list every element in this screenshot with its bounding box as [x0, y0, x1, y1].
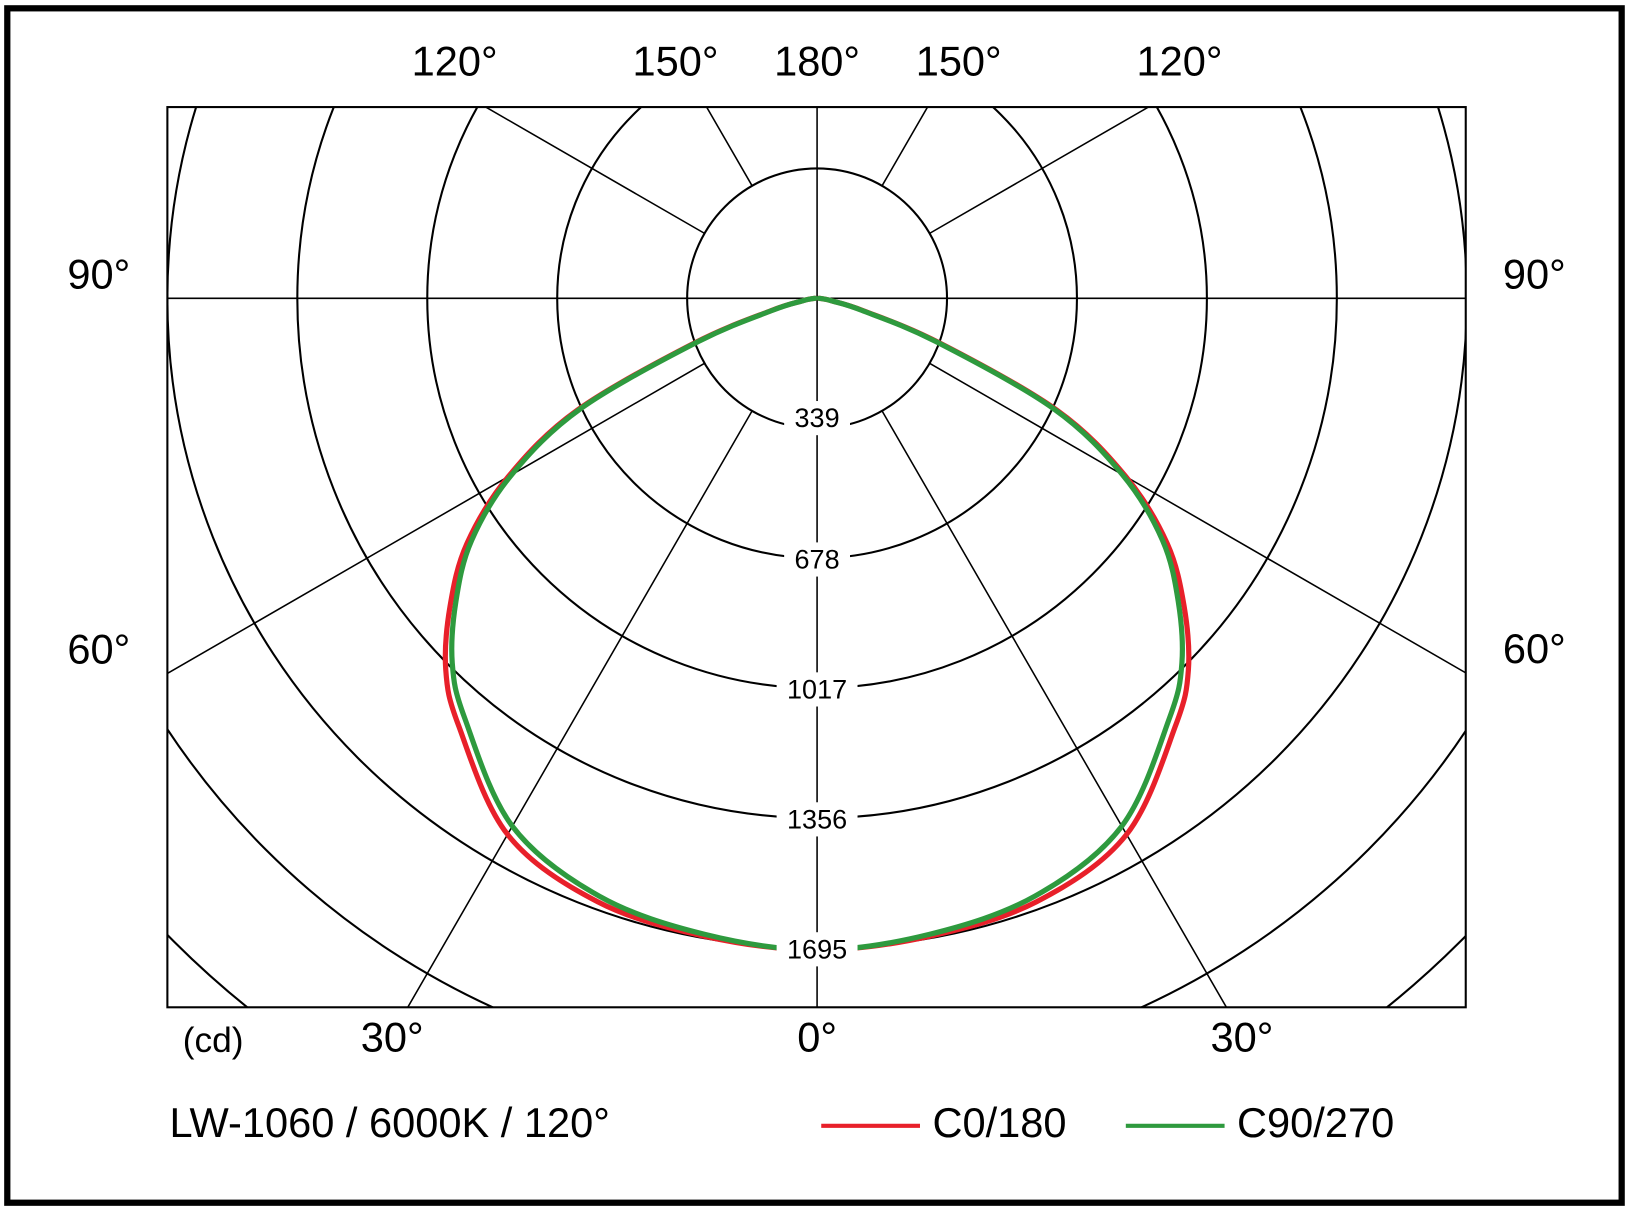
ring-label-bg	[784, 401, 851, 436]
ring-label: 678	[795, 544, 840, 574]
ring-label: 1017	[787, 674, 847, 704]
legend: C0/180 C90/270	[821, 1099, 1394, 1146]
angle-label: 120°	[412, 37, 498, 84]
radial-line	[929, 362, 1466, 674]
frame	[4, 5, 1625, 1206]
angle-label: 30°	[1211, 1014, 1274, 1061]
radial-line	[705, 107, 753, 187]
chart-title: LW-1060 / 6000K / 120°	[169, 1099, 609, 1146]
radial-line	[881, 107, 929, 187]
angle-label: 60°	[1503, 625, 1566, 672]
ring-label: 339	[795, 403, 840, 433]
angle-label: 90°	[67, 251, 130, 298]
angle-label: 30°	[361, 1014, 424, 1061]
angle-label: 150°	[916, 37, 1002, 84]
angle-label: 150°	[632, 37, 718, 84]
radial-line	[485, 107, 705, 235]
angle-label: 90°	[1503, 251, 1566, 298]
ring-label-bg	[776, 802, 858, 837]
angle-label: 60°	[67, 626, 130, 673]
legend-label: C90/270	[1237, 1099, 1394, 1146]
radial-line	[167, 362, 705, 675]
angle-label: 0°	[797, 1014, 837, 1061]
labels: 0° 30° 30° 60° 60° 90° 90° 120° 120° 150° 150° 180°…	[67, 37, 1565, 1060]
ring-label-bg	[776, 672, 858, 707]
ring-label-bg	[776, 932, 858, 967]
ring-label-bg	[784, 542, 851, 577]
angle-label: 180°	[774, 37, 860, 84]
legend-label: C0/180	[932, 1099, 1066, 1146]
ring-label: 1356	[787, 804, 847, 834]
unit-label: (cd)	[183, 1021, 244, 1060]
ring-label: 1695	[787, 934, 847, 964]
radial-line	[881, 410, 1228, 1008]
radial-line	[407, 410, 753, 1008]
angle-label: 120°	[1137, 37, 1223, 84]
plot-border	[166, 106, 1467, 1009]
radial-line	[929, 107, 1149, 235]
